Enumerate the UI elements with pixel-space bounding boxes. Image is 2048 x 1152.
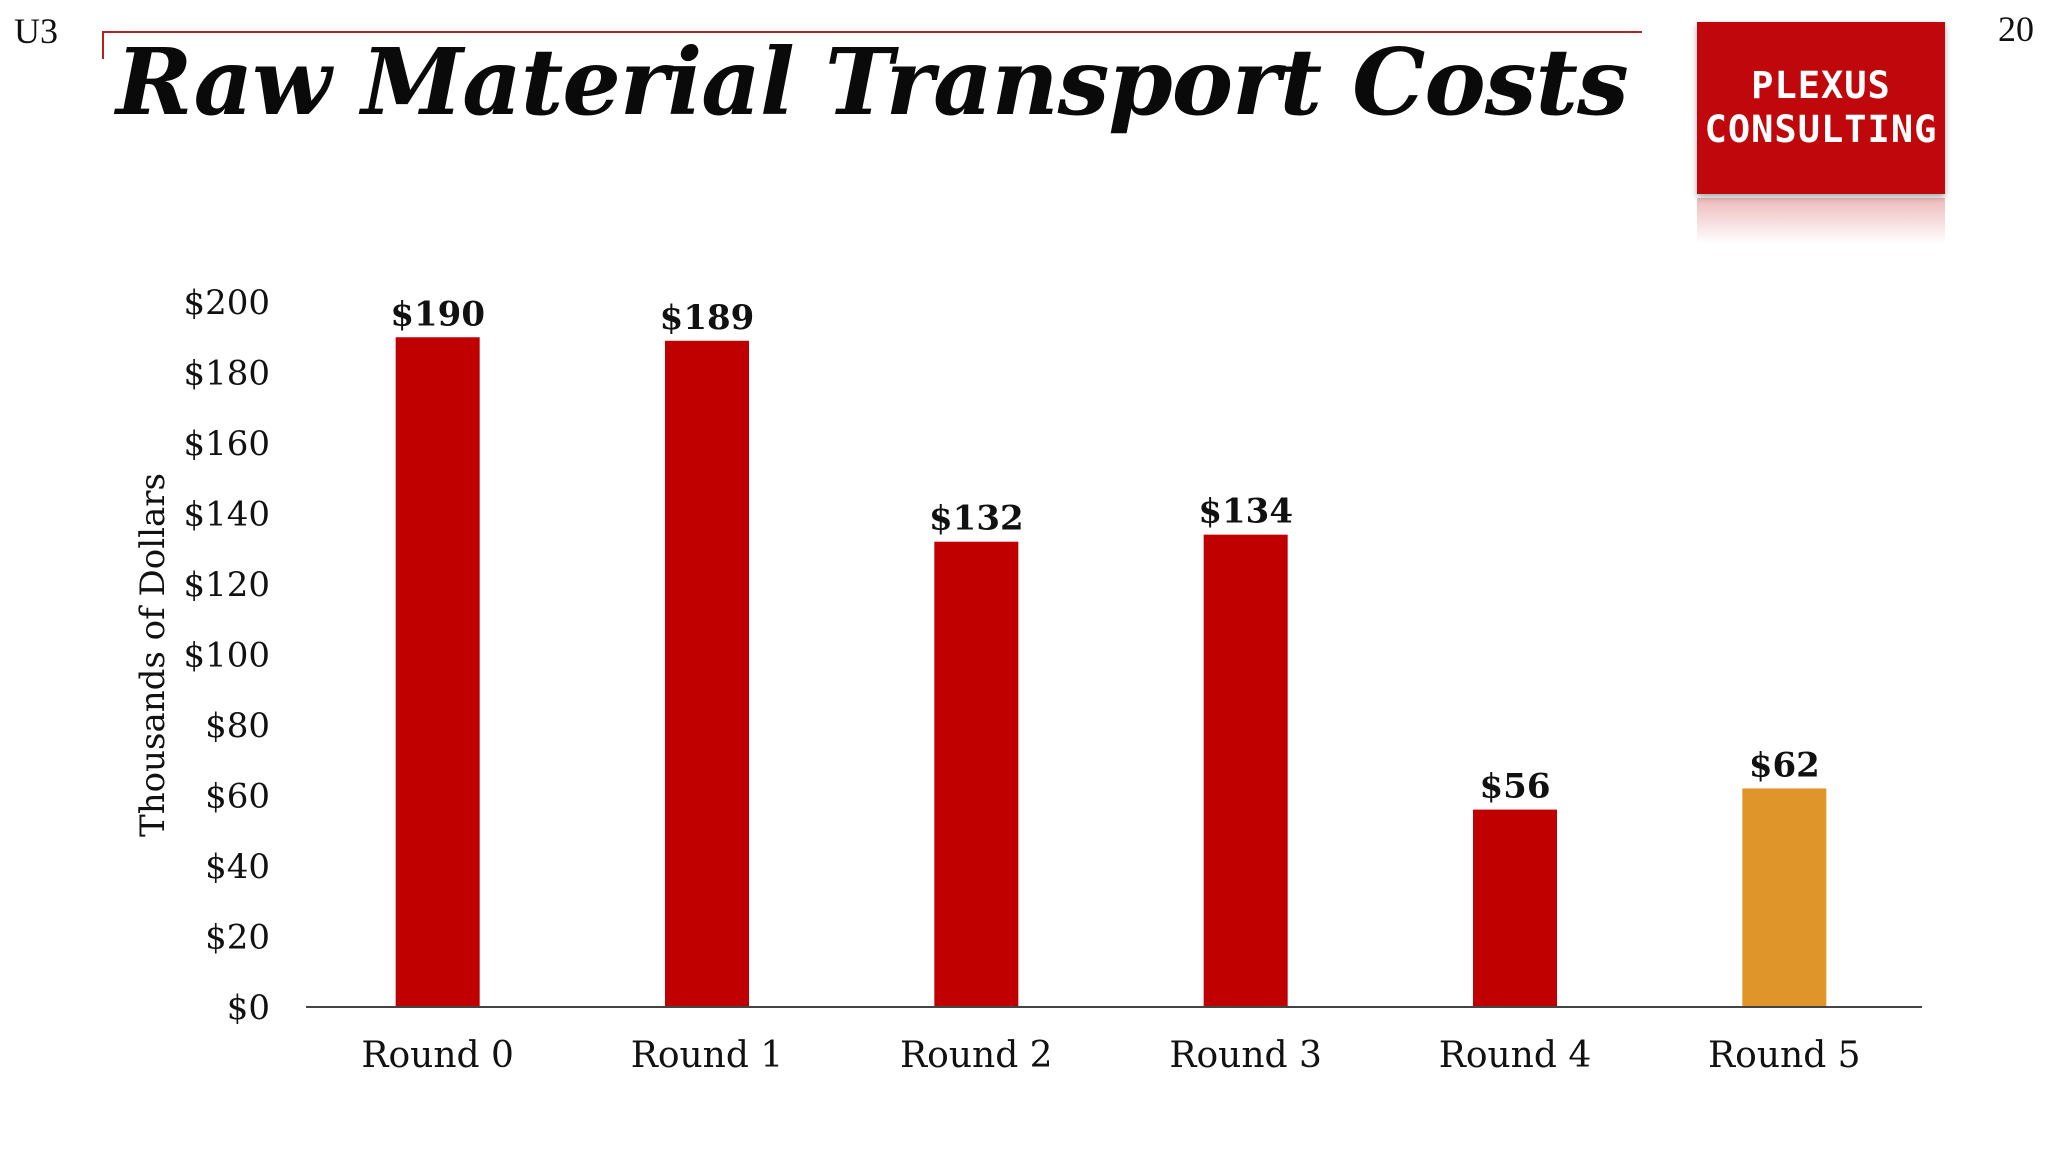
y-tick-label: $80 (205, 706, 270, 746)
data-labels: $190 $189 $132 $134 $56 $62 (390, 294, 1819, 806)
x-tick-label: Round 1 (631, 1035, 784, 1076)
x-axis-tick-labels: Round 0 Round 1 Round 2 Round 3 Round 4 Round… (361, 1035, 1860, 1076)
y-tick-label: $100 (183, 636, 270, 676)
data-label: $56 (1480, 767, 1551, 807)
y-axis-tick-labels: $0 $20 $40 $60 $80 $100 $120 $140 $160 $180 $200 (183, 283, 270, 1028)
logo-line-2: CONSULTING (1704, 108, 1938, 151)
data-label: $62 (1749, 745, 1820, 785)
bar (1742, 788, 1827, 1007)
data-label: $132 (929, 499, 1024, 539)
y-axis-title: Thousands of Dollars (133, 473, 173, 837)
y-tick-label: $140 (183, 495, 270, 535)
y-tick-label: $200 (183, 283, 270, 323)
section-marker: U3 (14, 11, 58, 51)
logo-reflection (1697, 198, 1945, 244)
slide-title: Raw Material Transport Costs (116, 28, 1629, 136)
slide-number: 20 (1998, 9, 2034, 49)
title-rule (102, 31, 1642, 33)
plexus-consulting-logo: PLEXUS CONSULTING (1697, 22, 1945, 194)
y-tick-label: $180 (183, 354, 270, 394)
data-label: $189 (660, 298, 755, 338)
y-tick-label: $0 (227, 988, 270, 1028)
data-label: $134 (1198, 492, 1293, 532)
x-tick-label: Round 3 (1169, 1035, 1322, 1076)
bar (934, 541, 1019, 1007)
x-tick-label: Round 0 (361, 1035, 514, 1076)
y-tick-label: $160 (183, 424, 270, 464)
x-tick-label: Round 2 (900, 1035, 1053, 1076)
bar (665, 340, 749, 1007)
bar-series (395, 337, 1827, 1007)
y-tick-label: $120 (183, 565, 270, 605)
logo-line-1: PLEXUS (1751, 64, 1891, 107)
x-tick-label: Round 4 (1439, 1035, 1592, 1076)
y-tick-label: $40 (205, 847, 270, 887)
title-rule-tick (102, 31, 104, 59)
y-tick-label: $20 (205, 918, 270, 958)
bar (1473, 809, 1557, 1007)
bar (395, 337, 480, 1007)
y-tick-label: $60 (205, 777, 270, 817)
bar (1203, 534, 1288, 1007)
data-label: $190 (390, 294, 485, 334)
x-tick-label: Round 5 (1708, 1035, 1861, 1076)
